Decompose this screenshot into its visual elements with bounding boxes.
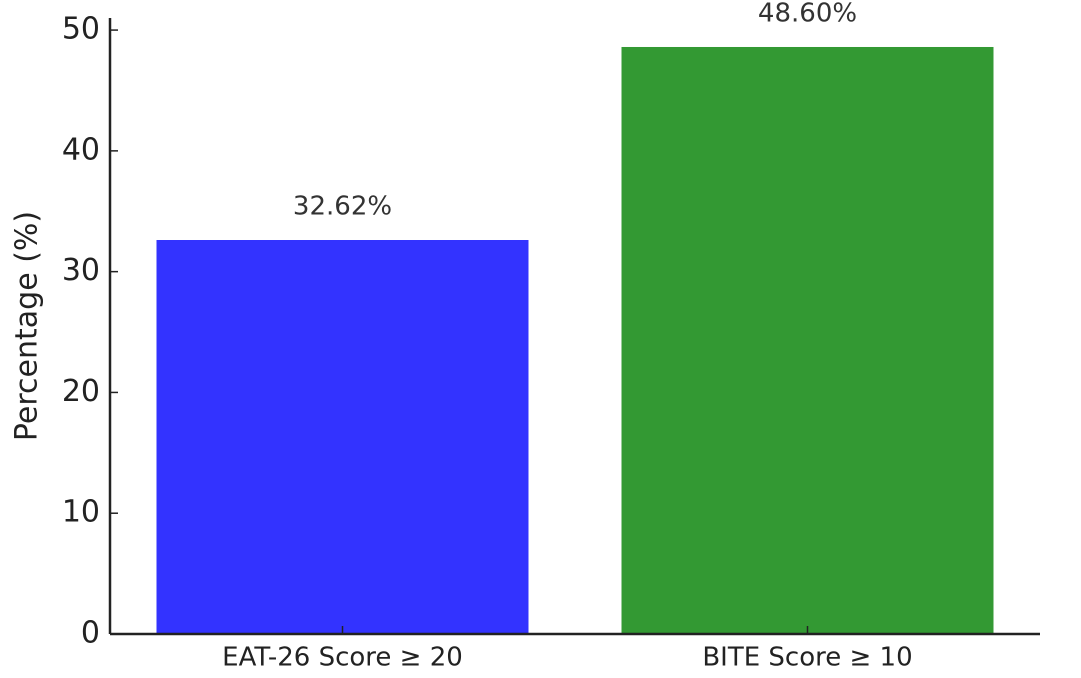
y-tick-label: 40 xyxy=(62,132,100,167)
y-tick-label: 0 xyxy=(81,616,100,651)
bar xyxy=(621,46,994,635)
bar xyxy=(156,240,529,634)
y-tick-label: 30 xyxy=(62,253,100,288)
y-tick-label: 50 xyxy=(62,12,100,47)
x-tick-label: BITE Score ≥ 10 xyxy=(702,643,912,673)
y-tick-label: 10 xyxy=(62,495,100,530)
y-tick-label: 20 xyxy=(62,374,100,409)
y-axis-label: Percentage (%) xyxy=(10,211,45,441)
x-tick-label: EAT-26 Score ≥ 20 xyxy=(222,643,463,673)
value-label: 48.60% xyxy=(758,0,857,28)
value-label: 32.62% xyxy=(293,192,392,222)
